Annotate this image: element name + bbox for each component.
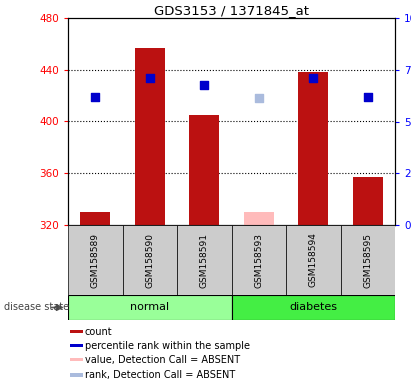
Text: percentile rank within the sample: percentile rank within the sample	[85, 341, 250, 351]
Bar	[189, 115, 219, 225]
Bar	[340, 225, 395, 295]
Point	[92, 94, 99, 100]
Text: GSM158590: GSM158590	[145, 232, 154, 288]
Bar	[70, 373, 83, 377]
Point	[146, 74, 153, 81]
Bar	[135, 48, 165, 225]
Text: GSM158589: GSM158589	[91, 232, 100, 288]
Text: diabetes: diabetes	[289, 303, 337, 313]
Point	[256, 95, 262, 101]
Text: GSM158594: GSM158594	[309, 233, 318, 288]
Text: normal: normal	[130, 303, 169, 313]
Bar	[298, 72, 328, 225]
Point	[310, 74, 316, 81]
Point	[201, 82, 208, 88]
Bar	[80, 212, 110, 225]
Bar	[177, 225, 231, 295]
Bar	[286, 225, 340, 295]
Bar	[70, 330, 83, 333]
Text: disease state: disease state	[4, 303, 69, 313]
Bar	[244, 212, 274, 225]
Text: GSM158595: GSM158595	[363, 232, 372, 288]
Bar	[70, 358, 83, 361]
Bar	[231, 225, 286, 295]
Point	[365, 94, 371, 100]
Bar	[70, 344, 83, 348]
Text: rank, Detection Call = ABSENT: rank, Detection Call = ABSENT	[85, 370, 235, 380]
Bar	[68, 225, 122, 295]
Text: value, Detection Call = ABSENT: value, Detection Call = ABSENT	[85, 355, 240, 365]
Text: GSM158591: GSM158591	[200, 232, 209, 288]
Text: count: count	[85, 326, 113, 336]
Bar	[231, 295, 395, 320]
Text: GSM158593: GSM158593	[254, 232, 263, 288]
Bar	[68, 295, 231, 320]
Bar	[353, 177, 383, 225]
Title: GDS3153 / 1371845_at: GDS3153 / 1371845_at	[154, 4, 309, 17]
Bar	[122, 225, 177, 295]
